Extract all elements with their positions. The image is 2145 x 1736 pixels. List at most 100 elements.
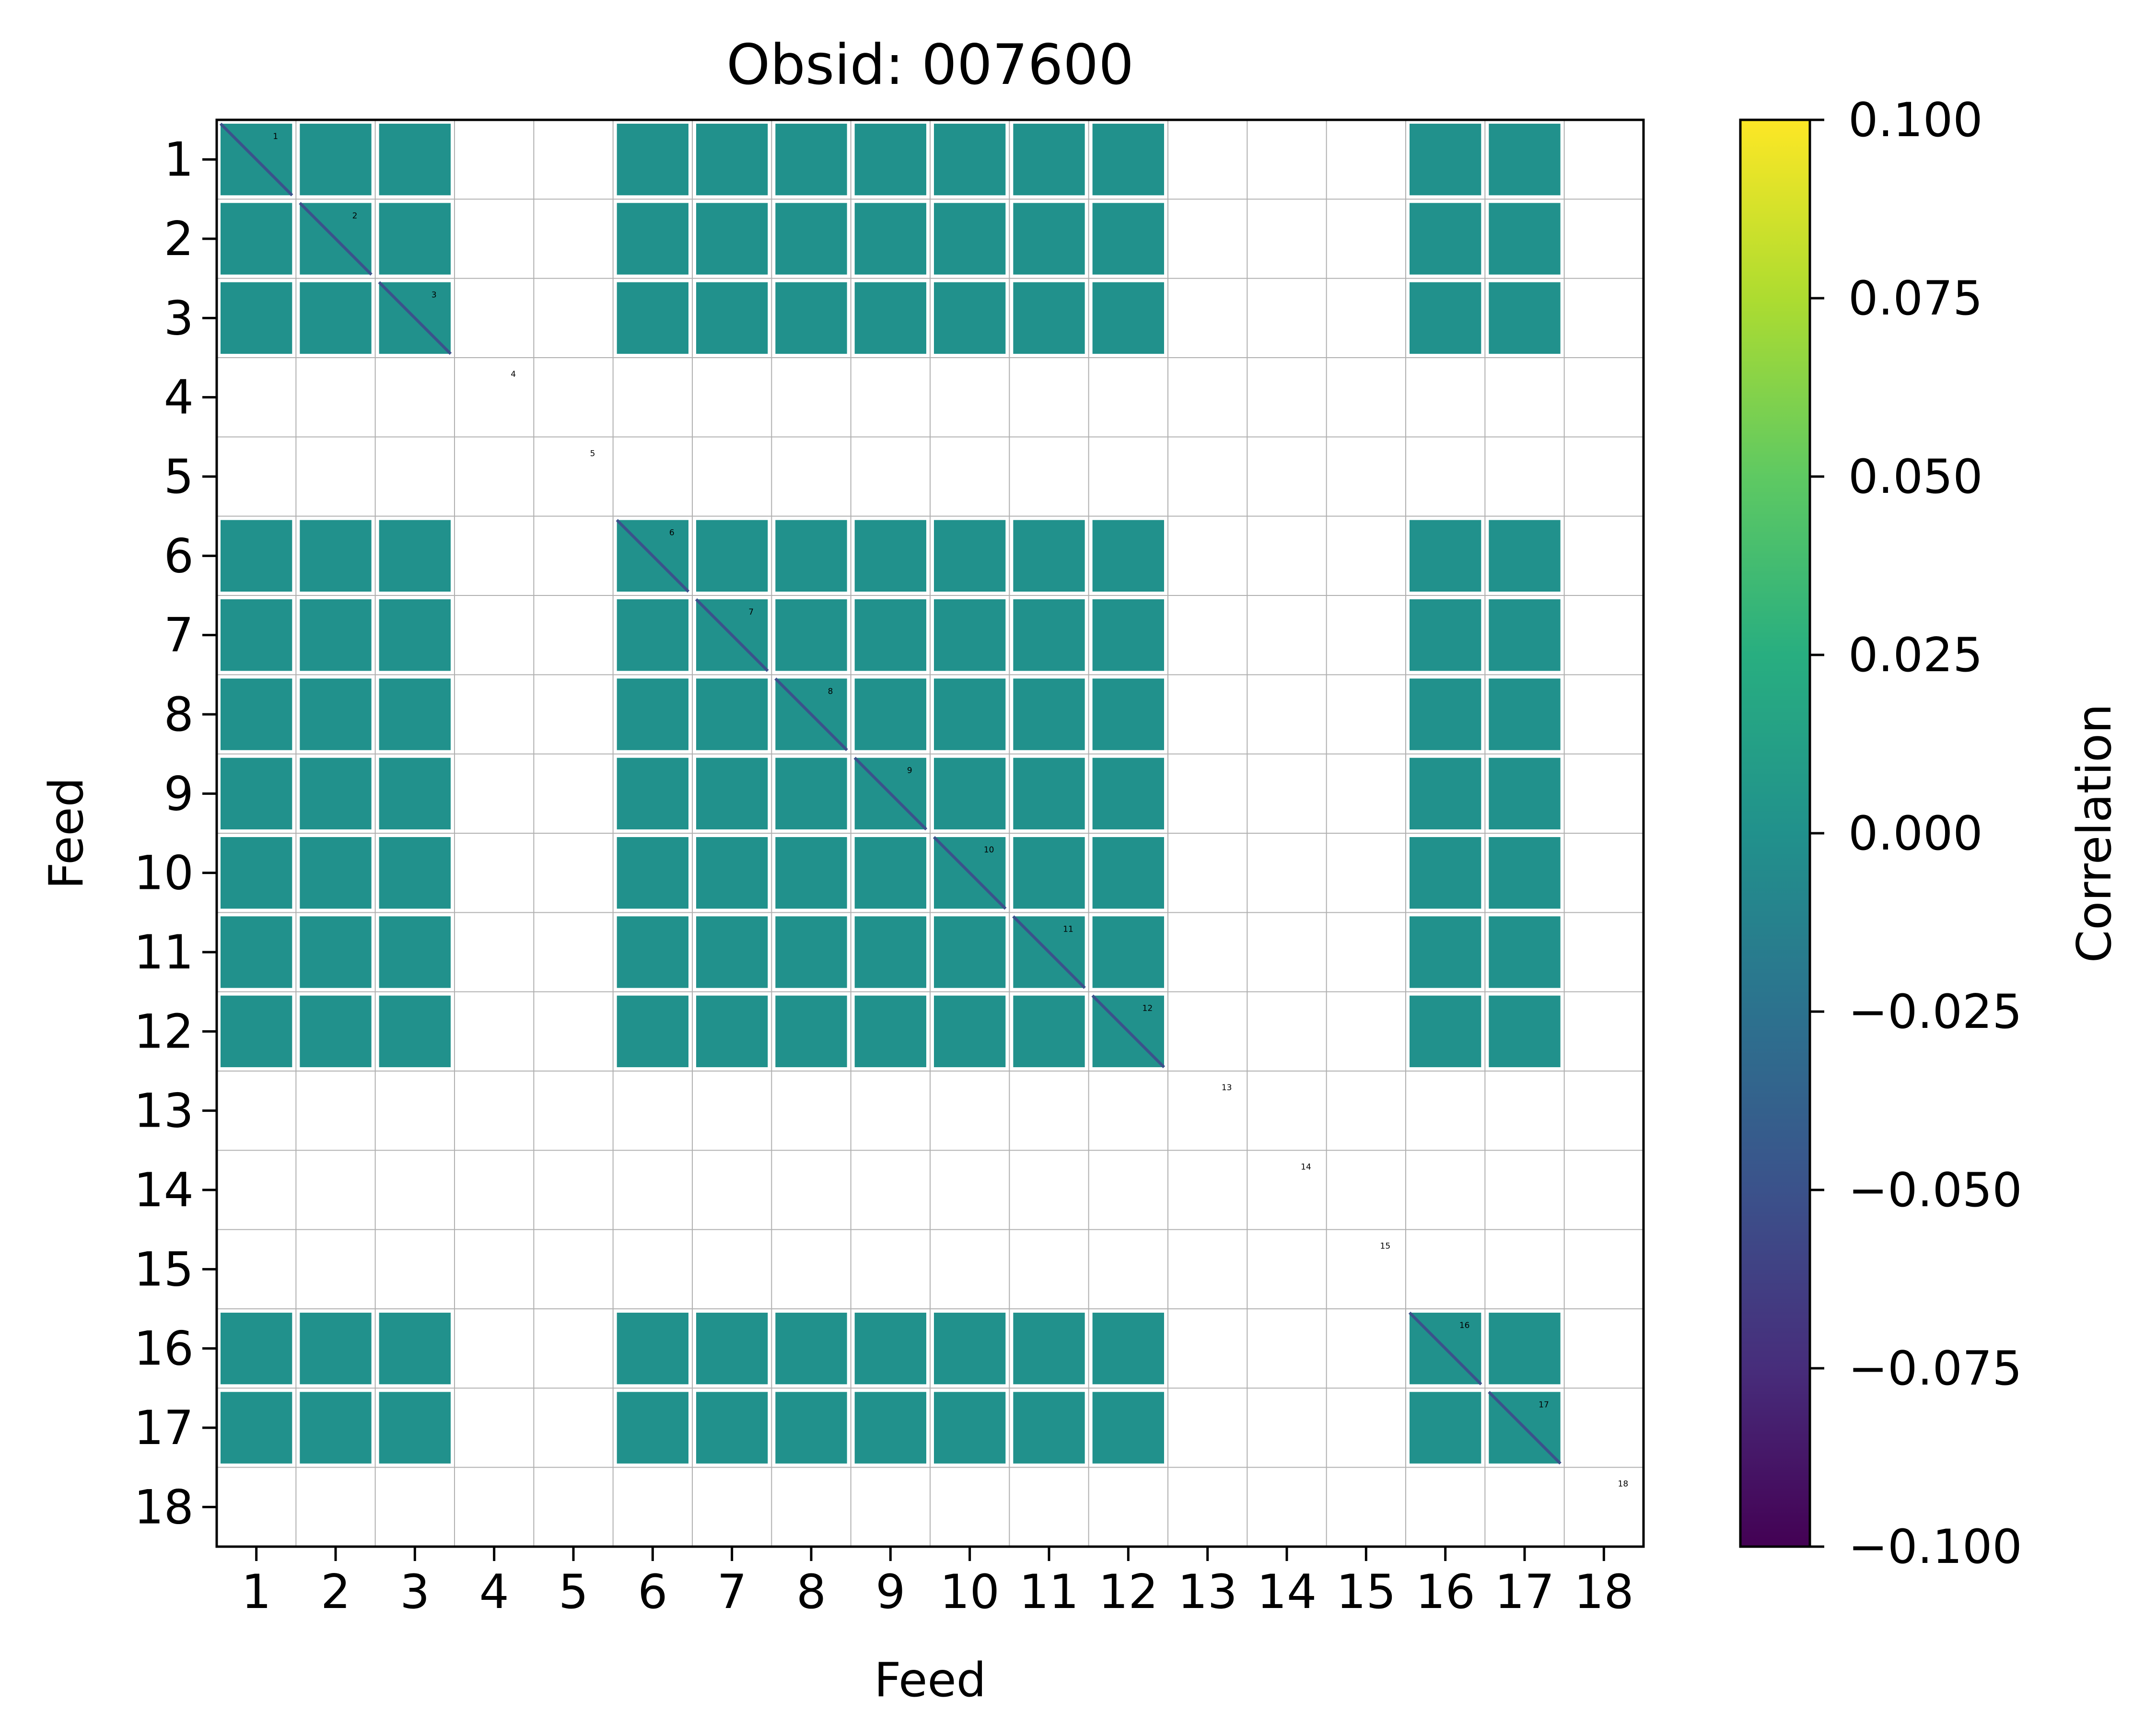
heatmap-cell-12-16 <box>1410 995 1481 1067</box>
x-tick-label-11: 11 <box>1019 1565 1079 1619</box>
heatmap-cell-1-12 <box>1092 124 1164 196</box>
diagonal-mark-2 <box>299 202 373 276</box>
heatmap-cell-2-9 <box>854 203 926 275</box>
colorbar-tick-label: 0.050 <box>1848 450 1983 504</box>
feed-tag-17: 17 <box>1539 1400 1549 1410</box>
x-tick-label-16: 16 <box>1415 1565 1475 1619</box>
colorbar-tick-label: −0.050 <box>1848 1163 2022 1218</box>
x-tick-label-9: 9 <box>875 1565 905 1619</box>
y-tick-label-9: 9 <box>164 767 194 821</box>
heatmap-cell-2-8 <box>775 203 847 275</box>
heatmap-cell-11-2 <box>300 916 372 988</box>
diagonal-mark-7 <box>695 598 769 672</box>
heatmap-cell-17-6 <box>617 1392 688 1464</box>
heatmap-cell-16-8 <box>775 1313 847 1385</box>
x-tick-label-4: 4 <box>479 1565 509 1619</box>
heatmap-cell-11-16 <box>1410 916 1481 988</box>
heatmap-cell-8-16 <box>1410 678 1481 750</box>
heatmap-cell-17-2 <box>300 1392 372 1464</box>
heatmap-cell-17-11 <box>1013 1392 1085 1464</box>
feed-tag-9: 9 <box>907 766 912 776</box>
heatmap-cell-2-3 <box>379 203 451 275</box>
colorbar-tick-label: 0.100 <box>1848 93 1983 148</box>
heatmap-cell-6-12 <box>1092 520 1164 592</box>
heatmap-cell-7-17 <box>1489 599 1561 671</box>
heatmap-cell-9-2 <box>300 757 372 829</box>
heatmap-cell-16-2 <box>300 1313 372 1385</box>
heatmap-cell-16-3 <box>379 1313 451 1385</box>
colorbar-tick-label: −0.100 <box>1848 1520 2022 1574</box>
y-tick-label-11: 11 <box>134 925 194 980</box>
heatmap-cell-1-11 <box>1013 124 1085 196</box>
heatmap-cell-6-10 <box>934 520 1006 592</box>
heatmap-cell-1-2 <box>300 124 372 196</box>
heatmap-cell-7-9 <box>854 599 926 671</box>
heatmap-cell-2-11 <box>1013 203 1085 275</box>
heatmap-cell-9-12 <box>1092 757 1164 829</box>
colorbar <box>1739 118 1811 1548</box>
heatmap-cell-11-7 <box>696 916 768 988</box>
heatmap-cell-1-6 <box>617 124 688 196</box>
heatmap-cell-1-8 <box>775 124 847 196</box>
heatmap-cell-3-12 <box>1092 282 1164 354</box>
heatmap-cell-10-6 <box>617 837 688 909</box>
heatmap-cell-8-7 <box>696 678 768 750</box>
heatmap-cell-17-8 <box>775 1392 847 1464</box>
heatmap-cell-7-11 <box>1013 599 1085 671</box>
heatmap-cell-2-1 <box>221 203 292 275</box>
heatmap-cell-17-16 <box>1410 1392 1481 1464</box>
heatmap-cell-12-10 <box>934 995 1006 1067</box>
heatmap-cell-9-11 <box>1013 757 1085 829</box>
heatmap-cell-16-10 <box>934 1313 1006 1385</box>
heatmap-cell-3-11 <box>1013 282 1085 354</box>
heatmap-cell-12-17 <box>1489 995 1561 1067</box>
heatmap-cell-3-8 <box>775 282 847 354</box>
feed-tag-7: 7 <box>748 607 754 617</box>
colorbar-tick-label: −0.075 <box>1848 1341 2022 1396</box>
x-tick-label-17: 17 <box>1495 1565 1555 1619</box>
heatmap-cell-1-3 <box>379 124 451 196</box>
heatmap-cell-12-6 <box>617 995 688 1067</box>
y-tick-label-6: 6 <box>164 529 194 583</box>
heatmap-cell-7-12 <box>1092 599 1164 671</box>
heatmap-cell-3-7 <box>696 282 768 354</box>
y-tick-label-3: 3 <box>164 291 194 346</box>
heatmap-cell-12-1 <box>221 995 292 1067</box>
heatmap-cell-3-2 <box>300 282 372 354</box>
y-tick-label-8: 8 <box>164 687 194 742</box>
y-tick-label-12: 12 <box>134 1004 194 1059</box>
heatmap-cell-2-7 <box>696 203 768 275</box>
heatmap-cell-1-16 <box>1410 124 1481 196</box>
heatmap-cell-10-7 <box>696 837 768 909</box>
y-tick-label-13: 13 <box>134 1084 194 1139</box>
x-tick-label-13: 13 <box>1177 1565 1237 1619</box>
heatmap-cell-17-9 <box>854 1392 926 1464</box>
y-tick-label-14: 14 <box>134 1163 194 1218</box>
x-axis-ticks: 1 2 3 4 5 6 7 8 9 10 11 12 13 14 15 16 17 18 <box>241 1547 1634 1619</box>
x-tick-label-3: 3 <box>400 1565 430 1619</box>
colorbar-label: Correlation <box>2067 704 2122 963</box>
heatmap-cell-1-9 <box>854 124 926 196</box>
feed-tag-15: 15 <box>1380 1242 1391 1251</box>
heatmap-cell-10-1 <box>221 837 292 909</box>
y-tick-label-4: 4 <box>164 371 194 425</box>
heatmap-cell-12-11 <box>1013 995 1085 1067</box>
heatmap-cell-7-6 <box>617 599 688 671</box>
heatmap-cell-17-12 <box>1092 1392 1164 1464</box>
heatmap-cell-6-3 <box>379 520 451 592</box>
heatmap-cell-9-17 <box>1489 757 1561 829</box>
heatmap-cell-12-9 <box>854 995 926 1067</box>
heatmap-cell-10-16 <box>1410 837 1481 909</box>
heatmap-cell-8-6 <box>617 678 688 750</box>
heatmap-cell-9-1 <box>221 757 292 829</box>
heatmap-cell-9-8 <box>775 757 847 829</box>
heatmap-cell-17-10 <box>934 1392 1006 1464</box>
y-tick-label-18: 18 <box>134 1480 194 1535</box>
heatmap-cell-1-17 <box>1489 124 1561 196</box>
heatmap-cell-6-17 <box>1489 520 1561 592</box>
heatmap-cell-16-11 <box>1013 1313 1085 1385</box>
heatmap-cell-11-1 <box>221 916 292 988</box>
feed-tag-6: 6 <box>669 528 675 538</box>
heatmap-cell-9-3 <box>379 757 451 829</box>
